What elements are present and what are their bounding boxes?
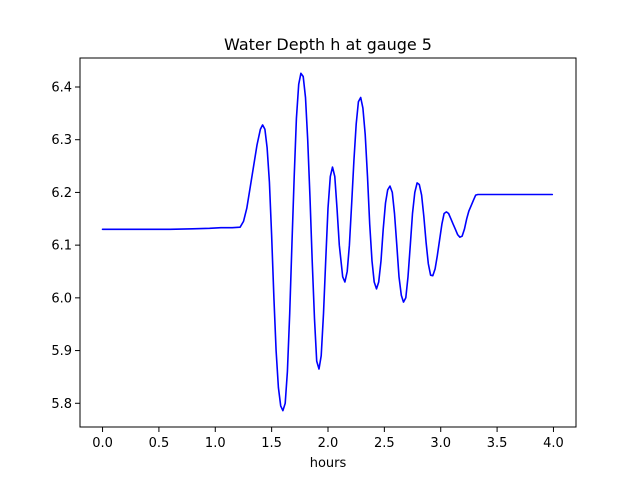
x-tick-label: 3.0 bbox=[430, 436, 451, 451]
x-tick-label: 3.5 bbox=[487, 436, 508, 451]
y-axis: 5.8 5.9 6.0 6.1 6.2 6.3 6.4 bbox=[51, 80, 80, 412]
y-tick-label: 6.4 bbox=[51, 80, 72, 95]
x-tick-label: 0.0 bbox=[92, 436, 113, 451]
plot-area bbox=[101, 72, 554, 412]
x-tick-label: 0.5 bbox=[149, 436, 170, 451]
x-tick-label: 1.5 bbox=[261, 436, 282, 451]
series-line bbox=[101, 72, 554, 412]
x-tick-label: 1.0 bbox=[205, 436, 226, 451]
plot-frame bbox=[79, 57, 577, 428]
x-axis-label: hours bbox=[310, 456, 347, 471]
chart-title: Water Depth h at gauge 5 bbox=[224, 35, 432, 54]
x-tick-label: 2.5 bbox=[374, 436, 395, 451]
y-tick-label: 6.1 bbox=[51, 239, 72, 254]
x-tick-label: 4.0 bbox=[543, 436, 564, 451]
x-axis: 0.0 0.5 1.0 1.5 2.0 2.5 3.0 3.5 4.0 bbox=[92, 427, 564, 451]
y-tick-label: 6.2 bbox=[51, 186, 72, 201]
y-tick-label: 5.9 bbox=[51, 344, 72, 359]
y-tick-label: 5.8 bbox=[51, 397, 72, 412]
y-tick-label: 6.3 bbox=[51, 133, 72, 148]
y-tick-label: 6.0 bbox=[51, 291, 72, 306]
x-tick-label: 2.0 bbox=[318, 436, 339, 451]
